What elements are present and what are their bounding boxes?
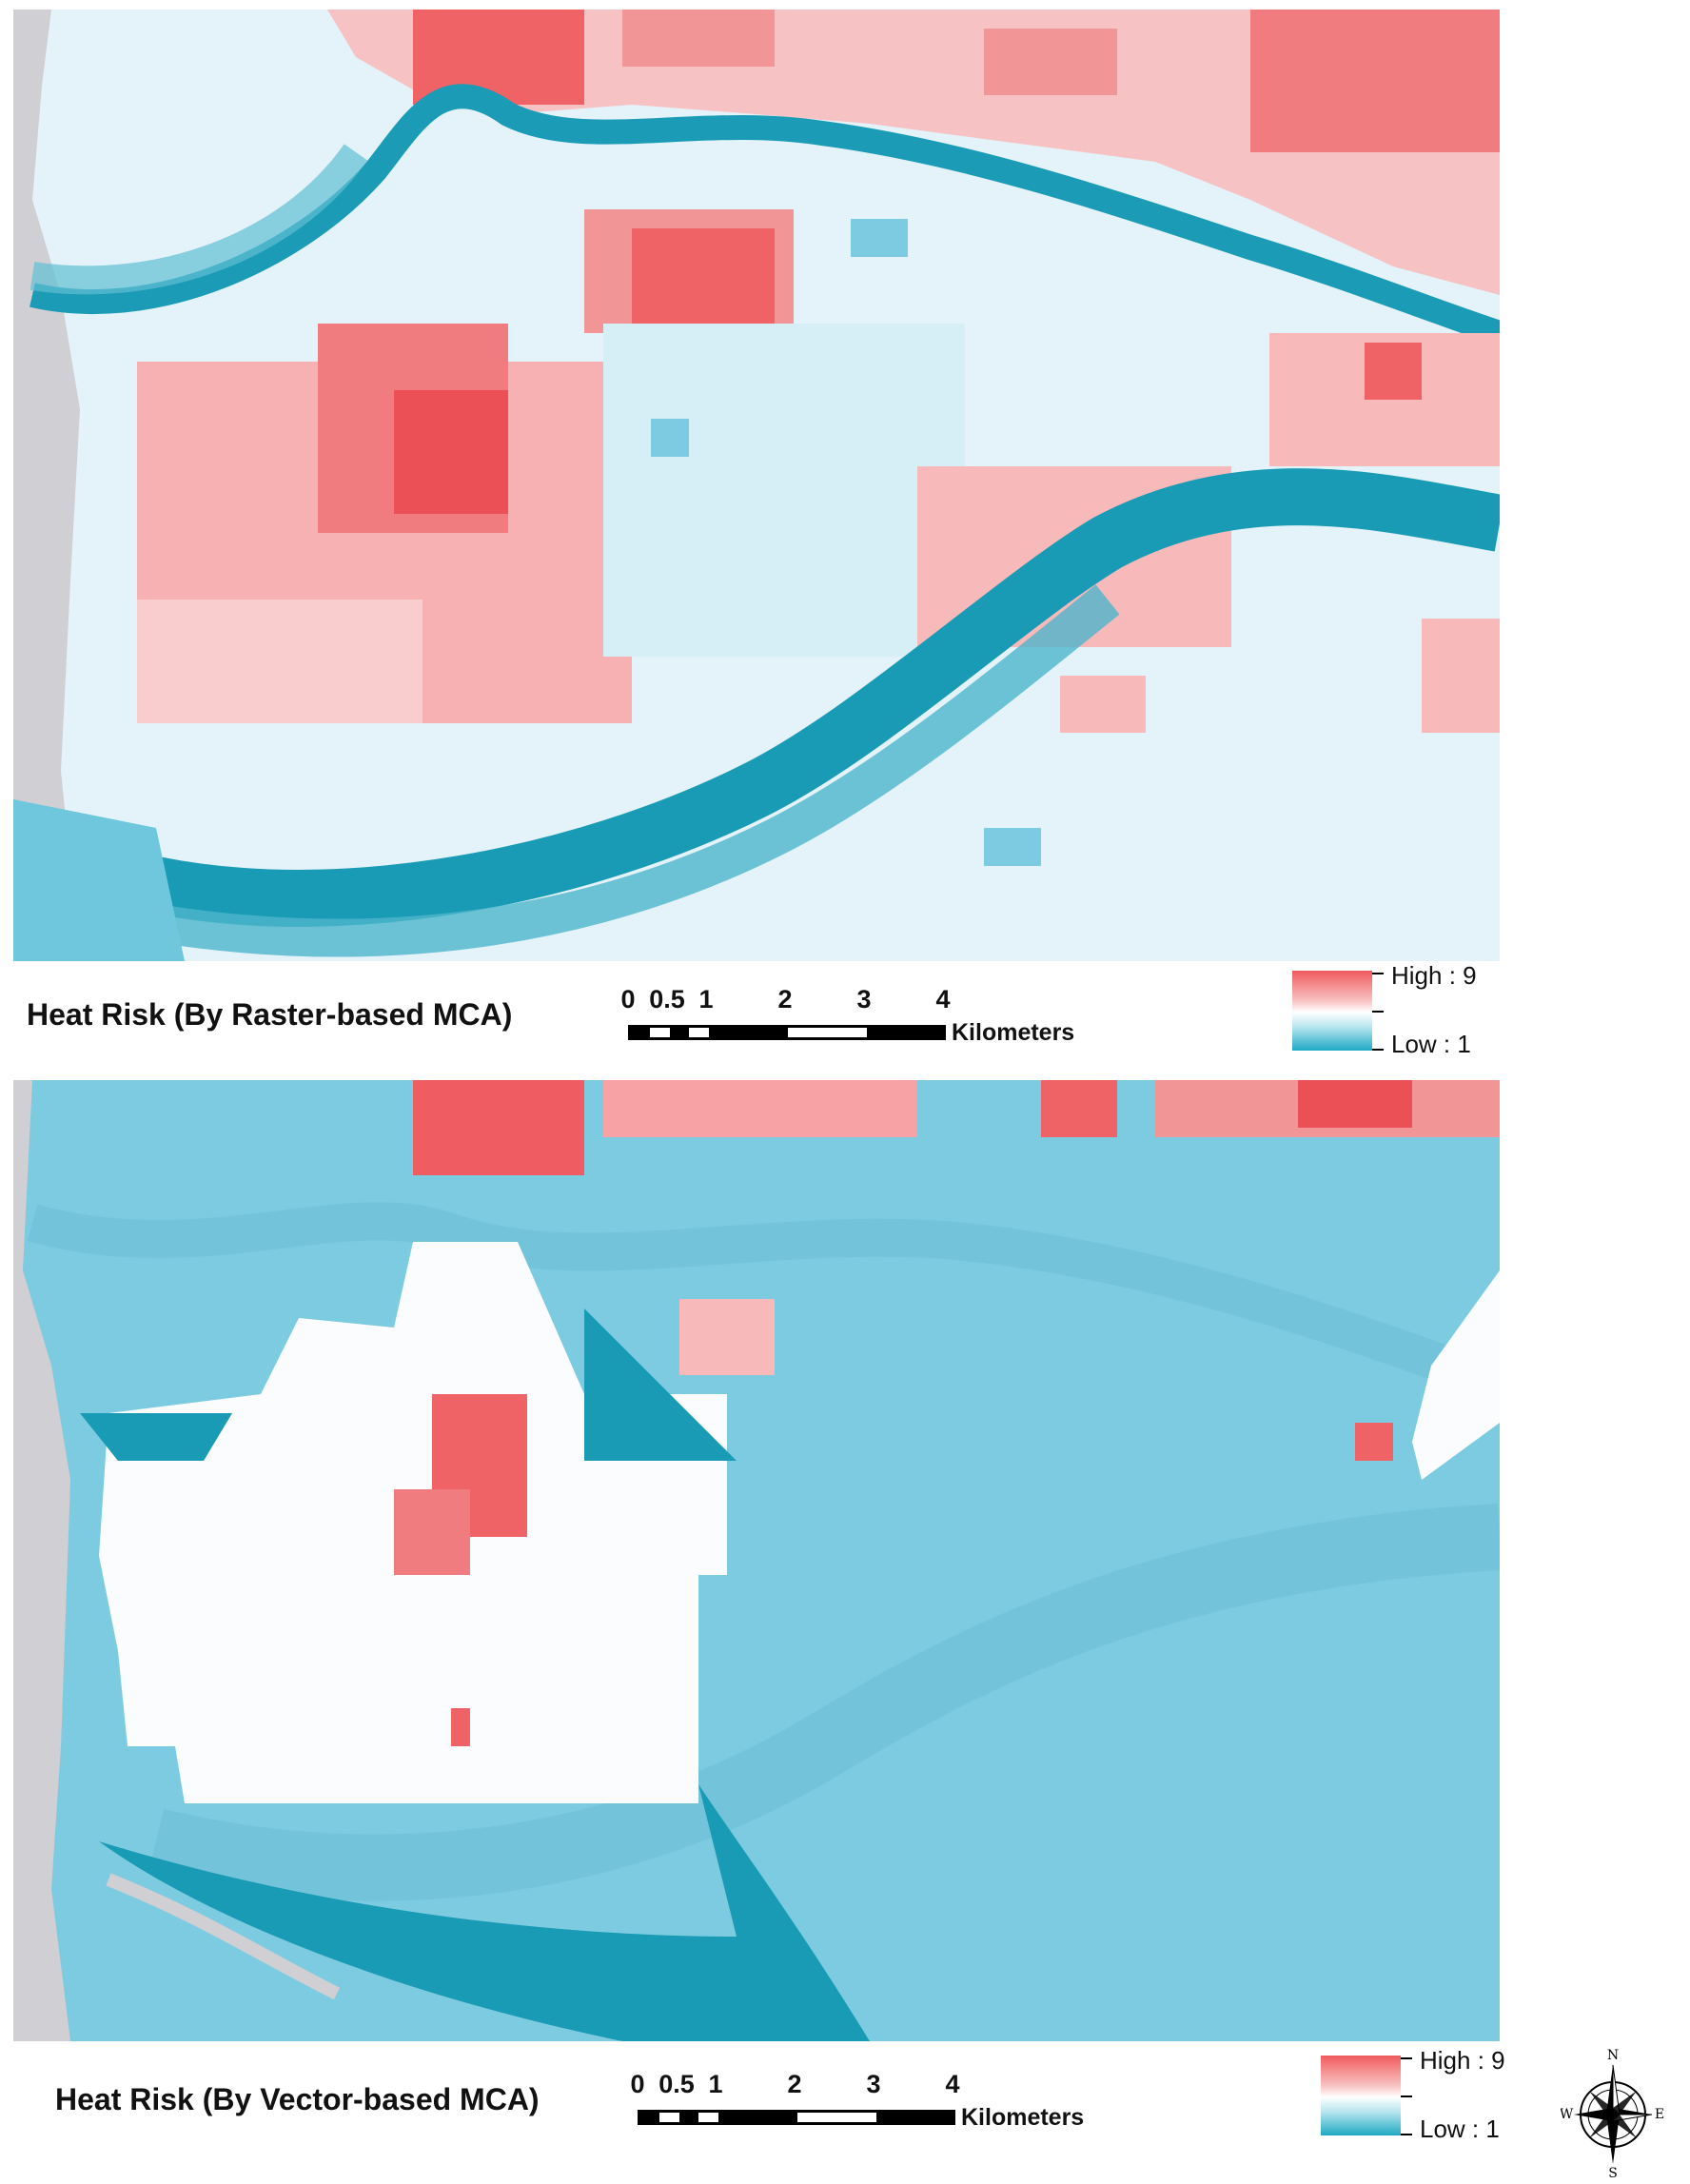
scale-tick-label: 1 — [708, 2070, 723, 2098]
map-legend: High : 9 Low : 1 — [1321, 2044, 1540, 2143]
vector-map-panel: Heat Risk (By Vector-based MCA) 0 0.5 1 … — [0, 1075, 1690, 2179]
raster-map-panel: Heat Risk (By Raster-based MCA) 0 0.5 1 … — [0, 0, 1690, 1075]
scale-tick-label: 1 — [698, 985, 714, 1013]
coast-land-shape — [13, 10, 80, 961]
scale-tick-label: 2 — [787, 2070, 802, 2098]
raster-heat-risk-map[interactable] — [13, 10, 1500, 961]
vector-map-canvas — [13, 1080, 1500, 2041]
map-legend: High : 9 Low : 1 — [1292, 959, 1511, 1058]
scale-bar: 0 0.5 1 2 3 4 Kilometers — [620, 985, 1161, 1061]
legend-color-ramp — [1292, 971, 1372, 1051]
scale-tick-label: 0 — [630, 2070, 645, 2098]
scale-unit-label: Kilometers — [961, 2104, 1085, 2131]
vector-heat-risk-map[interactable] — [13, 1080, 1500, 2041]
compass-e-label: E — [1655, 2107, 1664, 2122]
legend-color-ramp — [1321, 2056, 1401, 2135]
scale-tick-label: 0.5 — [649, 985, 685, 1013]
legend-high-label: High : 9 — [1391, 961, 1477, 990]
coast-land-shape — [13, 1080, 70, 2041]
compass-n-label: N — [1607, 2048, 1619, 2063]
scale-bar: 0 0.5 1 2 3 4 Kilometers — [630, 2070, 1170, 2146]
scale-tick-label: 4 — [935, 985, 951, 1013]
scale-bar-graphic — [638, 2110, 955, 2125]
scale-tick-label: 0 — [620, 985, 636, 1013]
legend-low-label: Low : 1 — [1391, 1030, 1471, 1058]
map-title: Heat Risk (By Vector-based MCA) — [55, 2082, 540, 2116]
scale-unit-label: Kilometers — [952, 1019, 1075, 1046]
scale-bar-graphic — [628, 1025, 946, 1040]
legend-high-label: High : 9 — [1420, 2046, 1505, 2075]
scale-tick-label: 3 — [856, 985, 872, 1013]
compass-s-label: S — [1608, 2166, 1618, 2179]
scale-tick-label: 0.5 — [658, 2070, 695, 2098]
compass-w-label: W — [1561, 2107, 1574, 2122]
compass-rose-icon: N S W E — [1560, 2046, 1665, 2181]
scale-tick-label: 4 — [945, 2070, 960, 2098]
map-title: Heat Risk (By Raster-based MCA) — [27, 997, 513, 1032]
raster-map-canvas — [13, 10, 1500, 961]
legend-low-label: Low : 1 — [1420, 2115, 1500, 2143]
scale-tick-label: 3 — [866, 2070, 881, 2098]
scale-tick-label: 2 — [777, 985, 793, 1013]
